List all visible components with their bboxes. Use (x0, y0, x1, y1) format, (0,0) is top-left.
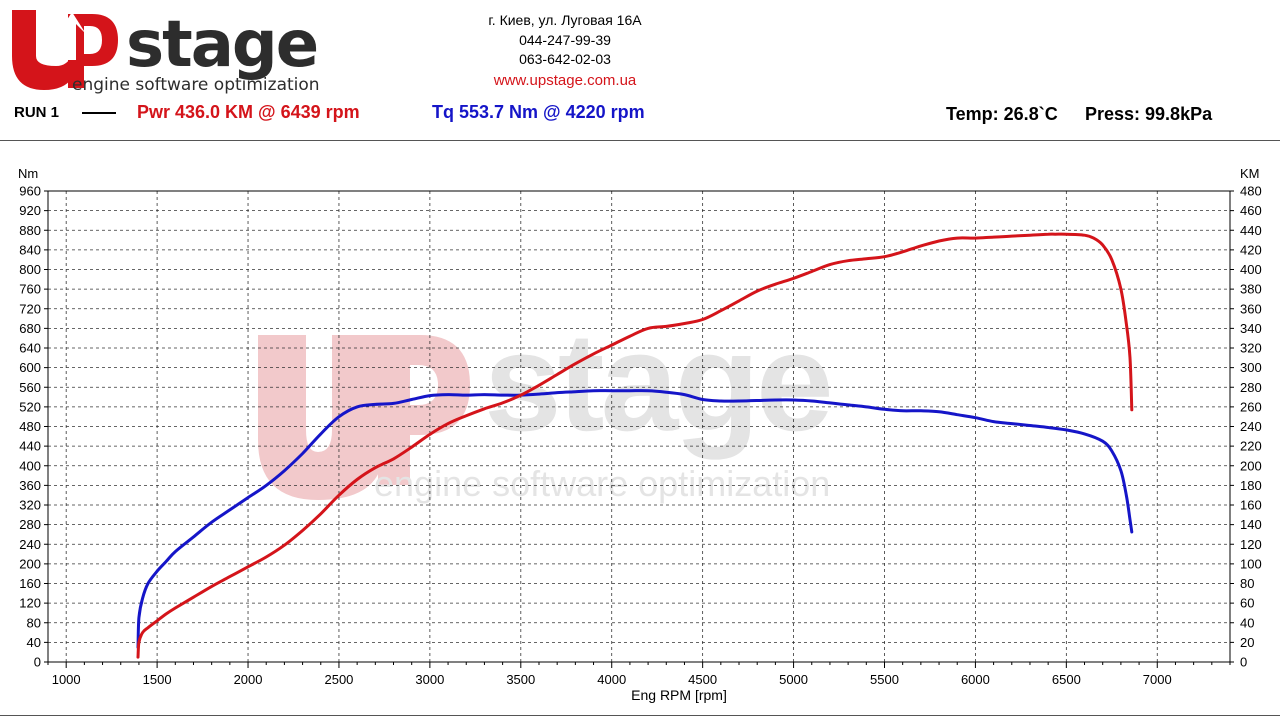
y-tick-label: 800 (19, 262, 41, 277)
y2-tick-label: 300 (1240, 360, 1262, 375)
y-tick-label: 520 (19, 399, 41, 414)
y2-tick-label: 220 (1240, 439, 1262, 454)
y-tick-label: 920 (19, 203, 41, 218)
x-tick-label: 6500 (1052, 672, 1081, 687)
y2-tick-label: 340 (1240, 321, 1262, 336)
y-tick-label: 840 (19, 242, 41, 257)
run-legend-line (82, 112, 116, 114)
y-tick-label: 120 (19, 596, 41, 611)
y2-tick-label: 320 (1240, 341, 1262, 356)
y-tick-label: 880 (19, 223, 41, 238)
y2-tick-label: 460 (1240, 203, 1262, 218)
x-tick-label: 4500 (688, 672, 717, 687)
y-tick-label: 240 (19, 537, 41, 552)
x-tick-label: 4000 (597, 672, 626, 687)
y-tick-label: 760 (19, 282, 41, 297)
svg-text:stage: stage (126, 8, 317, 82)
upstage-logo: stage engine software optimization (12, 8, 320, 95)
y-tick-label: 280 (19, 517, 41, 532)
y-axis-label: Nm (18, 166, 38, 181)
y-tick-label: 560 (19, 380, 41, 395)
y-tick-label: 600 (19, 360, 41, 375)
y2-axis-label: KM (1240, 166, 1260, 181)
contact-address: г. Киев, ул. Луговая 16А (488, 12, 642, 28)
y-tick-label: 160 (19, 576, 41, 591)
svg-text:stage: stage (484, 303, 830, 460)
y-tick-label: 400 (19, 458, 41, 473)
temperature-label: Temp: 26.8`C (946, 104, 1058, 124)
run-label: RUN 1 (14, 104, 60, 121)
y2-tick-label: 40 (1240, 615, 1254, 630)
watermark-tagline: engine software optimization (374, 463, 830, 504)
dyno-chart: stage engine software optimization 1000 1… (18, 166, 1262, 703)
x-tick-label: 7000 (1143, 672, 1172, 687)
x-tick-label: 5000 (779, 672, 808, 687)
y-tick-label: 640 (19, 341, 41, 356)
y2-tick-label: 400 (1240, 262, 1262, 277)
x-tick-label: 2500 (324, 672, 353, 687)
y2-tick-label: 20 (1240, 635, 1254, 650)
chart-frame (0, 140, 1280, 716)
y2-tick-label: 360 (1240, 301, 1262, 316)
y-tick-label: 960 (19, 184, 41, 199)
y2-tick-label: 0 (1240, 655, 1247, 670)
x-axis-label: Eng RPM [rpm] (631, 687, 727, 703)
torque-peak-label: Tq 553.7 Nm @ 4220 rpm (432, 102, 645, 122)
y-tick-label: 720 (19, 301, 41, 316)
series-line-pwr (136, 232, 1134, 659)
y2-tick-label: 440 (1240, 223, 1262, 238)
y2-tick-label: 240 (1240, 419, 1262, 434)
y2-tick-label: 380 (1240, 282, 1262, 297)
y2-tick-label: 100 (1240, 556, 1262, 571)
upstage-watermark: stage engine software optimization (258, 303, 834, 504)
y2-tick-label: 140 (1240, 517, 1262, 532)
y-tick-label: 320 (19, 498, 41, 513)
x-tick-label: 1500 (143, 672, 172, 687)
y2-tick-label: 80 (1240, 576, 1254, 591)
y2-tick-label: 120 (1240, 537, 1262, 552)
series-line-tq (136, 389, 1134, 649)
y-tick-label: 680 (19, 321, 41, 336)
y2-tick-label: 420 (1240, 242, 1262, 257)
y2-tick-label: 180 (1240, 478, 1262, 493)
y2-tick-label: 60 (1240, 596, 1254, 611)
y-tick-label: 80 (27, 615, 41, 630)
y-tick-label: 0 (34, 655, 41, 670)
y-tick-label: 40 (27, 635, 41, 650)
contact-phone-1: 044-247-99-39 (519, 32, 611, 48)
power-peak-label: Pwr 436.0 KM @ 6439 rpm (137, 102, 360, 122)
x-tick-label: 6000 (961, 672, 990, 687)
y-tick-label: 200 (19, 556, 41, 571)
y2-tick-label: 160 (1240, 498, 1262, 513)
contact-website[interactable]: www.upstage.com.ua (493, 72, 637, 89)
logo-tagline: engine software optimization (72, 75, 320, 95)
x-tick-label: 3000 (415, 672, 444, 687)
y2-tick-label: 200 (1240, 458, 1262, 473)
y-tick-label: 360 (19, 478, 41, 493)
y2-tick-label: 260 (1240, 399, 1262, 414)
x-tick-label: 2000 (234, 672, 263, 687)
contact-phone-2: 063-642-02-03 (519, 51, 611, 67)
y2-tick-label: 280 (1240, 380, 1262, 395)
x-tick-label: 1000 (52, 672, 81, 687)
y-tick-label: 480 (19, 419, 41, 434)
y-tick-label: 440 (19, 439, 41, 454)
pressure-label: Press: 99.8kPa (1085, 104, 1213, 124)
x-tick-label: 5500 (870, 672, 899, 687)
x-tick-label: 3500 (506, 672, 535, 687)
y2-tick-label: 480 (1240, 184, 1262, 199)
